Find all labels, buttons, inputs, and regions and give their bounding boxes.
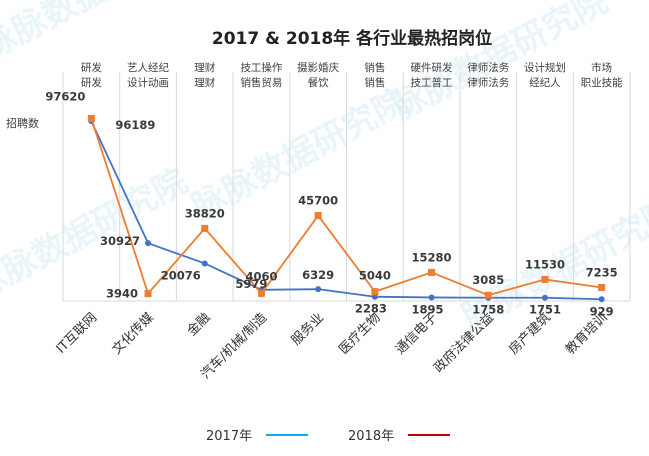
series-layer [87, 114, 606, 303]
top-job-label: 律师法务 [467, 76, 509, 89]
data-label: 45700 [298, 194, 338, 208]
y-axis-label: 招聘数 [6, 116, 39, 130]
top-job-label: 餐饮 [308, 76, 329, 89]
data-point [257, 289, 265, 297]
category-label: 教育培训 [562, 310, 610, 358]
chart-title: 2017 & 2018年 各行业最热招岗位 [212, 28, 492, 49]
data-label: 20076 [161, 268, 201, 282]
series-line-0 [90, 120, 602, 301]
legend-label: 2017年 [206, 429, 252, 444]
top-job-label: 研发 [81, 61, 102, 74]
category-label: 服务业 [288, 310, 327, 349]
top-job-label: 市场 [591, 61, 612, 74]
data-label: 3940 [106, 287, 138, 301]
data-point [144, 290, 152, 298]
data-point [201, 260, 208, 267]
data-label: 929 [590, 304, 614, 318]
top-job-label: 研发 [81, 76, 102, 89]
data-label: 11530 [525, 257, 565, 271]
series-line-1 [90, 118, 602, 297]
data-point [598, 283, 606, 291]
top-job-label: 理财 [194, 61, 215, 74]
data-label: 38820 [185, 206, 225, 220]
data-point [598, 296, 605, 303]
data-label: 5979 [235, 277, 267, 291]
data-label: 7235 [586, 265, 618, 279]
category-label: IT互联网 [54, 310, 101, 357]
watermark-text: 脉脉数据研究院 [0, 0, 204, 68]
data-label: 5040 [359, 269, 391, 283]
top-job-label: 律师法务 [467, 61, 509, 74]
data-label: 4060 [245, 269, 277, 283]
data-point [145, 240, 152, 247]
grid-layer [62, 72, 631, 302]
top-job-label: 摄影婚庆 [297, 61, 339, 74]
data-label: 30927 [100, 234, 140, 248]
watermark-text: 脉脉数据研究院 [0, 161, 194, 308]
data-point [314, 212, 322, 220]
data-point [541, 294, 548, 301]
data-label: 1895 [412, 302, 444, 316]
top-job-label: 理财 [194, 76, 215, 89]
legend-label: 2018年 [348, 429, 394, 444]
data-label: 1758 [472, 303, 504, 317]
top-job-label: 设计动画 [127, 76, 169, 89]
top-job-label: 销售贸易 [240, 76, 282, 89]
top-job-label: 设计规划 [524, 61, 566, 74]
top-job-label: 经纪人 [529, 76, 561, 89]
data-label: 97620 [45, 89, 85, 103]
data-point [87, 114, 95, 122]
data-point [371, 288, 379, 296]
top-labels: 研发研发艺人经纪设计动画理财理财技工操作销售贸易摄影婚庆餐饮销售销售硬件研发技工… [81, 61, 623, 89]
top-job-label: 销售 [364, 61, 385, 74]
data-point [371, 293, 378, 300]
legend: 2017年 2018年 [206, 429, 450, 444]
data-label: 15280 [412, 250, 452, 264]
top-job-label: 硬件研发 [411, 61, 453, 74]
data-point [428, 294, 435, 301]
data-point [484, 291, 492, 299]
top-job-label: 艺人经纪 [127, 61, 169, 74]
data-label: 1751 [529, 303, 561, 317]
data-point [315, 286, 322, 293]
top-job-label: 技工普工 [411, 76, 453, 89]
category-label: 通信电子 [393, 310, 440, 357]
top-job-label: 技工操作 [240, 61, 282, 74]
data-label: 3085 [472, 273, 504, 287]
top-job-label: 销售 [364, 76, 385, 89]
data-label: 2283 [355, 302, 387, 316]
top-job-label: 职业技能 [581, 76, 623, 89]
data-point [201, 224, 209, 232]
data-point [428, 268, 436, 276]
watermark-layer: 脉脉数据研究院脉脉数据研究院脉脉数据研究院脉脉数据研究院脉脉数据研究院 [0, 0, 649, 338]
data-label: 6329 [302, 268, 334, 282]
category-label: 金融 [184, 310, 214, 340]
category-label: 文化传媒 [109, 310, 156, 357]
data-labels: 96189 30927 20076 5979 6329 2283 1895 1758 1751 9… [45, 89, 617, 318]
data-point [541, 275, 549, 283]
data-label: 96189 [115, 118, 155, 132]
category-label: 医疗生物 [336, 310, 383, 357]
